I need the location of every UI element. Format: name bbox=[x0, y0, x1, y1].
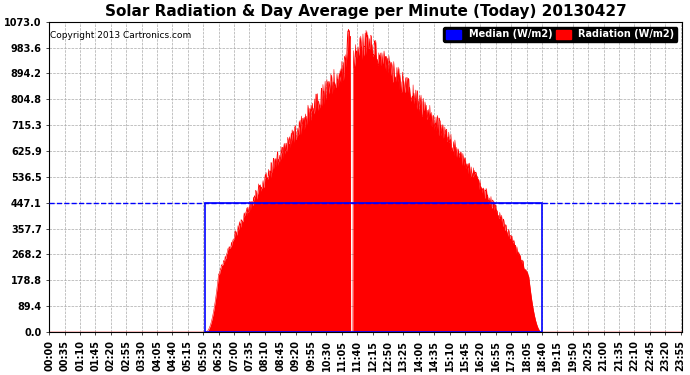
Bar bbox=[206, 203, 542, 332]
Title: Solar Radiation & Day Average per Minute (Today) 20130427: Solar Radiation & Day Average per Minute… bbox=[105, 4, 627, 19]
Legend: Median (W/m2), Radiation (W/m2): Median (W/m2), Radiation (W/m2) bbox=[443, 27, 678, 42]
Text: Copyright 2013 Cartronics.com: Copyright 2013 Cartronics.com bbox=[50, 31, 191, 40]
